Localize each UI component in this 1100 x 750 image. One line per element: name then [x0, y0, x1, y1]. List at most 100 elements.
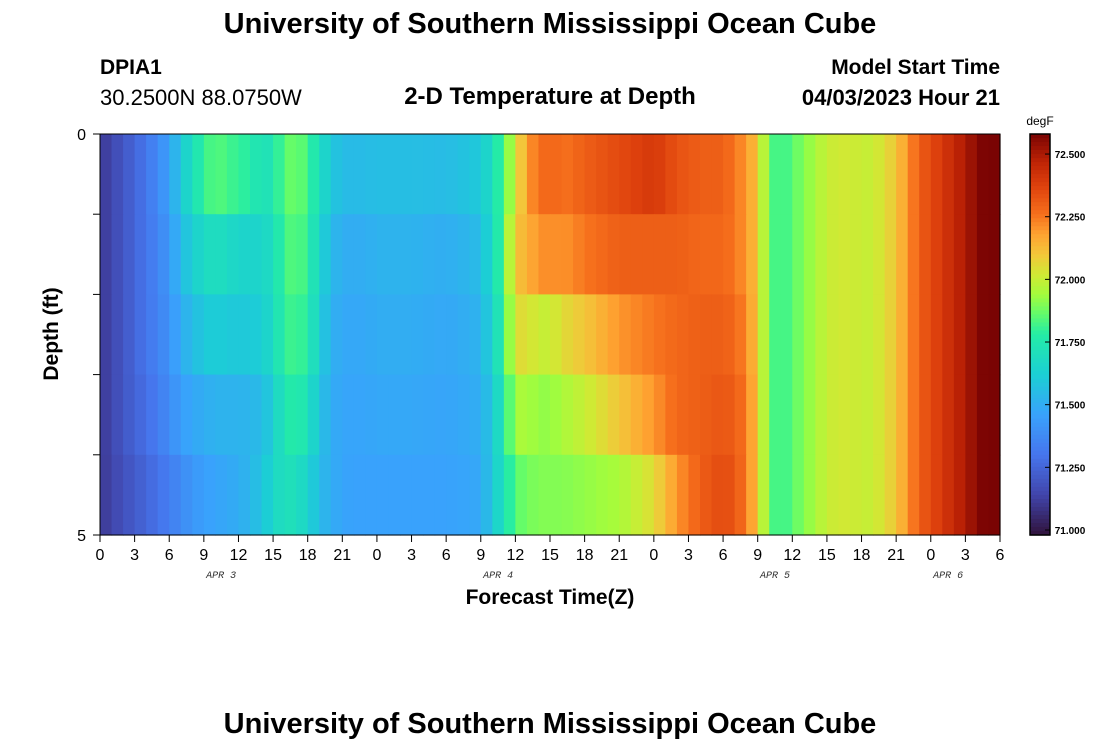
heatmap-cell [815, 294, 828, 376]
heatmap-cell [330, 454, 343, 536]
x-tick-label: 9 [199, 547, 208, 564]
heatmap-cell [157, 134, 170, 215]
heatmap-cell [734, 294, 747, 376]
heatmap-cell [953, 374, 966, 456]
heatmap-cell [607, 374, 620, 456]
heatmap-cell [296, 454, 309, 536]
y-tick-label: 5 [77, 528, 86, 545]
heatmap-cell [261, 134, 274, 215]
heatmap-cell [400, 134, 413, 215]
heatmap-cell [919, 454, 932, 536]
heatmap-cell [538, 374, 551, 456]
heatmap-cell [353, 214, 366, 295]
y-axis-label: Depth (ft) [40, 287, 63, 380]
heatmap-cell [734, 454, 747, 536]
colorbar-segment [1030, 146, 1050, 151]
heatmap-cell [976, 294, 990, 376]
heatmap-cell [319, 294, 332, 376]
colorbar-segment [1030, 406, 1050, 412]
heatmap-cell [146, 214, 159, 295]
heatmap-cell [746, 294, 759, 376]
heatmap-cell [238, 294, 251, 376]
heatmap-cell [388, 374, 401, 456]
x-tick-label: 3 [684, 547, 693, 564]
heatmap-cell [596, 134, 609, 215]
heatmap-cell [353, 294, 366, 376]
heatmap-cell [480, 134, 493, 215]
colorbar-segment [1030, 298, 1050, 304]
heatmap-cell [192, 214, 205, 295]
heatmap-cell [861, 294, 874, 376]
heatmap-cell [480, 374, 493, 456]
heatmap-cell [803, 214, 816, 295]
heatmap-cell [550, 454, 563, 536]
heatmap-cell [284, 374, 297, 456]
colorbar-segment [1030, 246, 1050, 251]
colorbar-segment [1030, 398, 1050, 404]
heatmap-cell [457, 134, 470, 215]
colorbar-segment [1030, 218, 1050, 223]
heatmap-cell [273, 214, 286, 295]
heatmap-cell [653, 134, 666, 215]
heatmap-cell [757, 374, 770, 456]
heatmap-cell [296, 374, 309, 456]
heatmap-cell [919, 214, 932, 295]
heatmap-cell [169, 374, 182, 456]
heatmap-cell [434, 134, 447, 215]
heatmap-cell [411, 454, 424, 536]
colorbar-segment [1030, 342, 1050, 348]
heatmap-cell [238, 454, 251, 536]
colorbar-tick-label: 71.000 [1055, 526, 1086, 537]
colorbar-segment [1030, 138, 1050, 143]
heatmap-cell [642, 294, 655, 376]
x-tick-label: 9 [476, 547, 485, 564]
heatmap-cell [250, 294, 263, 376]
heatmap-cell [469, 214, 482, 295]
heatmap-cell [619, 374, 632, 456]
colorbar-segment [1030, 522, 1050, 528]
heatmap-cell [965, 214, 978, 295]
heatmap-cell [423, 454, 436, 536]
heatmap-cell [319, 134, 332, 215]
heatmap-cell [342, 454, 355, 536]
colorbar-segment [1030, 162, 1050, 167]
colorbar-segment [1030, 494, 1050, 500]
heatmap-cell [965, 374, 978, 456]
heatmap-cell [203, 214, 216, 295]
heatmap-cell [676, 214, 690, 295]
heatmap-cell [792, 134, 805, 215]
colorbar-tick-label: 72.250 [1055, 213, 1086, 224]
colorbar-segment [1030, 270, 1050, 275]
heatmap-cell [988, 374, 1001, 456]
heatmap-cell [250, 214, 263, 295]
heatmap-cell [226, 374, 240, 456]
heatmap-cell [746, 454, 759, 536]
heatmap-cell [469, 374, 482, 456]
heatmap-cell [134, 294, 147, 376]
heatmap-cell [942, 454, 955, 536]
heatmap-cell [238, 134, 251, 215]
heatmap-cell [780, 374, 793, 456]
heatmap-cell [896, 374, 909, 456]
heatmap-cell [388, 294, 401, 376]
heatmap-cell [942, 214, 955, 295]
heatmap-cell [953, 454, 966, 536]
heatmap-cell [988, 134, 1001, 215]
heatmap-cell [376, 134, 390, 215]
colorbar-segment [1030, 470, 1050, 476]
colorbar-segment [1030, 150, 1050, 155]
heatmap-cell [561, 134, 574, 215]
heatmap-cell [619, 294, 632, 376]
heatmap-cell [573, 374, 586, 456]
colorbar-segment [1030, 370, 1050, 376]
heatmap-cell [884, 454, 897, 536]
heatmap-cell [607, 294, 620, 376]
x-tick-label: 0 [372, 547, 381, 564]
heatmap-cell [503, 294, 516, 376]
heatmap-cell [146, 134, 159, 215]
colorbar-segment [1030, 338, 1050, 344]
colorbar-segment [1030, 250, 1050, 255]
heatmap-cell [492, 454, 505, 536]
heatmap-cell [169, 214, 182, 295]
x-tick-label: 15 [541, 547, 559, 564]
